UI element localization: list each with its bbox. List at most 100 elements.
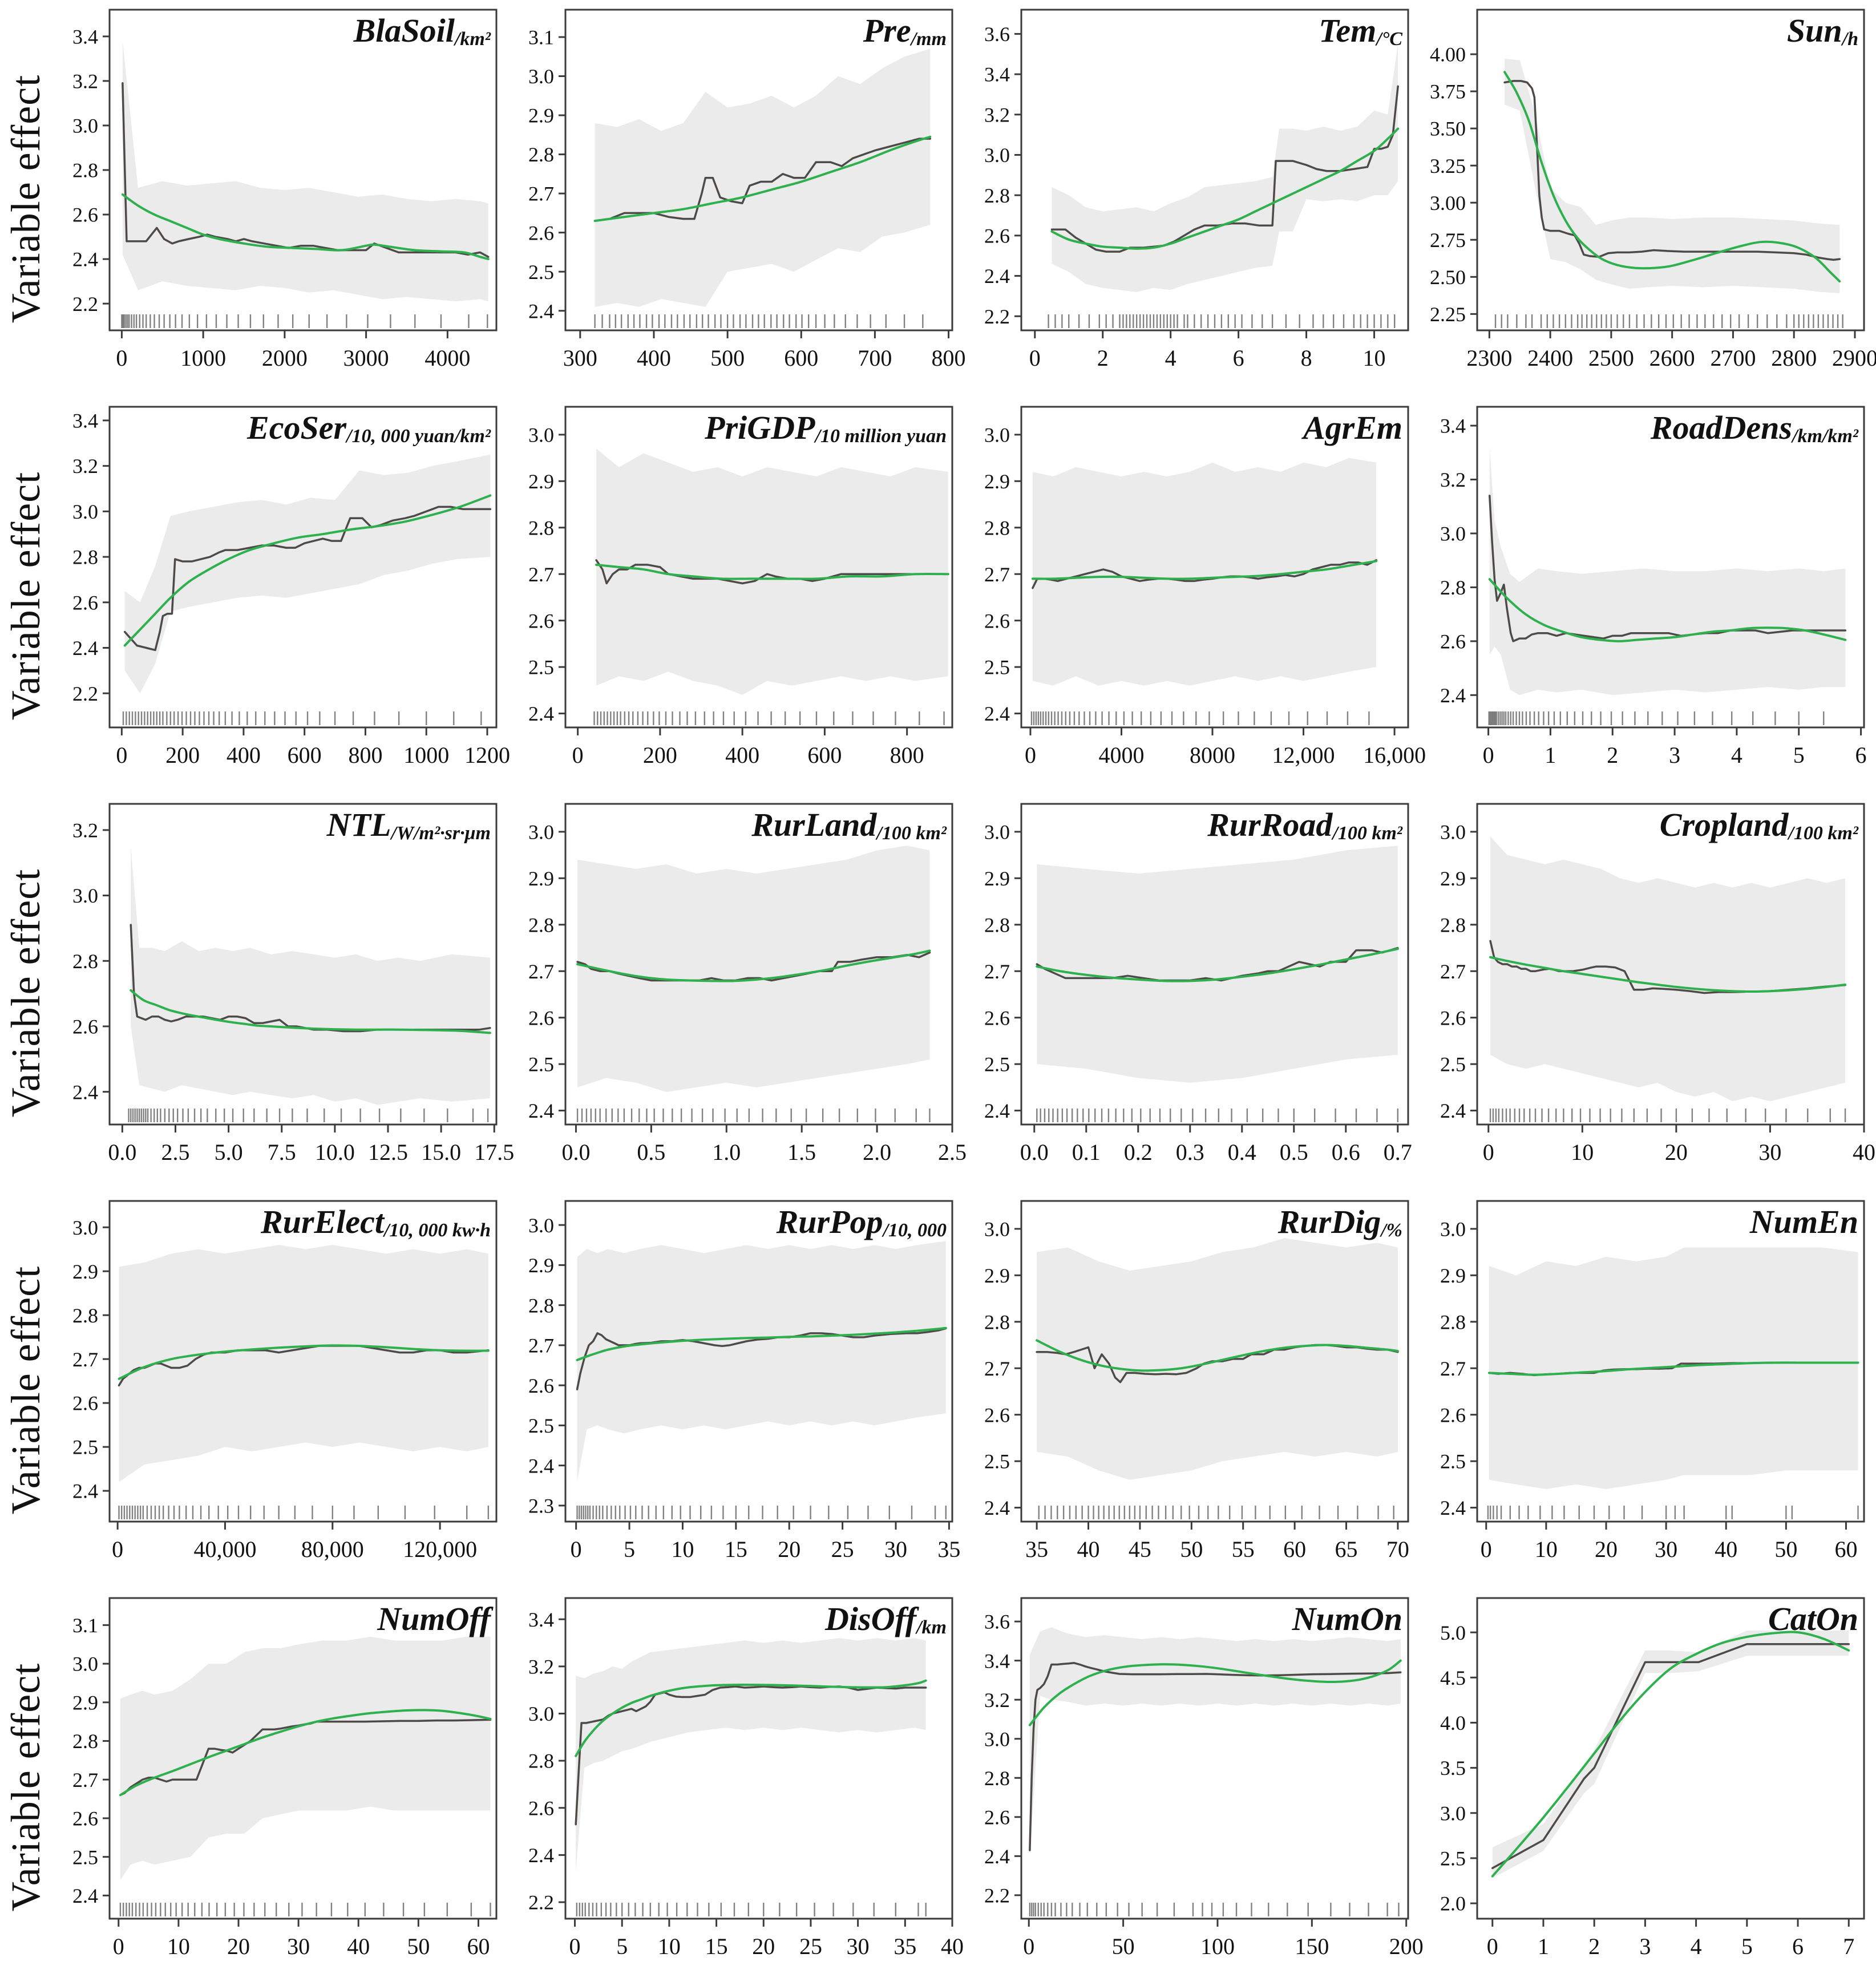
svg-text:2.6: 2.6 — [1440, 630, 1466, 653]
observed-line — [1029, 1662, 1402, 1851]
svg-text:30: 30 — [1655, 1536, 1677, 1562]
svg-text:30: 30 — [1758, 1139, 1781, 1165]
svg-text:2.4: 2.4 — [984, 1099, 1010, 1122]
x-axis-ticks: 0 200 400 600 800 — [572, 727, 924, 768]
svg-text:15: 15 — [725, 1536, 747, 1562]
svg-text:4.0: 4.0 — [1440, 1712, 1466, 1734]
svg-text:0.1: 0.1 — [1072, 1139, 1101, 1165]
confidence-band — [119, 1244, 488, 1482]
chart-svg-numoff: 2.4 2.5 2.6 2.7 2.8 2.9 3.0 3.1 0 10 20 30 40 50 60 Num… — [72, 1597, 498, 1959]
svg-text:0.7: 0.7 — [1384, 1139, 1412, 1165]
panel-title: RurPop/10, 000 — [776, 1203, 947, 1241]
svg-text:60: 60 — [1834, 1536, 1857, 1562]
rug-marks — [593, 711, 945, 725]
svg-text:3.0: 3.0 — [1440, 1802, 1466, 1825]
rug-marks — [119, 1903, 491, 1916]
svg-text:50: 50 — [1112, 1934, 1135, 1959]
svg-text:2.4: 2.4 — [1440, 1099, 1466, 1122]
smoothed-line — [1031, 560, 1378, 580]
svg-text:2.8: 2.8 — [984, 1767, 1010, 1790]
svg-text:100: 100 — [1200, 1934, 1235, 1959]
svg-text:2.2: 2.2 — [984, 1884, 1010, 1907]
x-axis-ticks: 0.0 2.5 5.0 7.5 10.0 12.5 15.0 17.5 — [108, 1125, 514, 1165]
plot-border — [1020, 1597, 1409, 1920]
svg-text:3.0: 3.0 — [984, 144, 1010, 167]
svg-text:2.0: 2.0 — [863, 1139, 891, 1165]
svg-text:40: 40 — [1853, 1139, 1875, 1165]
chart-svg-blasoil: 2.2 2.4 2.6 2.8 3.0 3.2 3.4 0 1000 2000 3000 4000 Bl… — [72, 9, 498, 371]
svg-text:2.6: 2.6 — [528, 221, 554, 244]
y-axis-ticks: 2.4 2.5 2.6 2.7 2.8 2.9 3.0 — [1440, 820, 1477, 1122]
smoothed-line — [130, 989, 491, 1034]
smoothed-line — [121, 193, 490, 261]
x-axis-ticks: 0 40,000 80,000 120,000 — [112, 1522, 477, 1562]
x-axis-ticks: 0 1000 2000 3000 4000 — [116, 330, 470, 371]
chart-svg-numen: 2.4 2.5 2.6 2.7 2.8 2.9 3.0 0 10 20 30 40 50 60 NumEn — [1440, 1200, 1865, 1562]
rug-marks — [122, 711, 482, 725]
svg-text:2600: 2600 — [1649, 345, 1695, 371]
svg-text:5: 5 — [1793, 742, 1805, 768]
chart-svg-disoff: 2.2 2.4 2.6 2.8 3.0 3.2 3.4 0 5 10 15 20 25 30 35 40 Dis… — [528, 1597, 964, 1959]
svg-text:8: 8 — [1301, 345, 1312, 371]
svg-text:3.4: 3.4 — [72, 410, 98, 432]
chart-svg-rurdig: 2.4 2.5 2.6 2.7 2.8 2.9 3.0 35 40 45 50 55 60 65 70 Rur… — [984, 1200, 1409, 1562]
svg-text:3.0: 3.0 — [72, 115, 98, 137]
svg-text:2.5: 2.5 — [1440, 1053, 1466, 1076]
panel-rurland: 2.4 2.5 2.6 2.7 2.8 2.9 3.0 0.0 0.5 1.0 1.5 2.0 2.5 R… — [508, 794, 967, 1191]
chart-svg-rurelect: 2.4 2.5 2.6 2.7 2.8 2.9 3.0 0 40,000 80,000 120,00… — [72, 1200, 498, 1562]
svg-text:2.5: 2.5 — [528, 656, 554, 679]
y-axis-ticks: 2.4 2.5 2.6 2.7 2.8 2.9 3.0 — [528, 820, 565, 1122]
svg-text:2.7: 2.7 — [528, 563, 554, 586]
svg-text:40: 40 — [347, 1934, 370, 1959]
y-axis-label-row2: Variable effect — [0, 397, 52, 794]
y-axis-label-text: Variable effect — [3, 74, 49, 323]
svg-text:3.0: 3.0 — [528, 820, 554, 843]
confidence-band — [124, 454, 491, 694]
svg-text:20: 20 — [1665, 1139, 1688, 1165]
svg-text:1.5: 1.5 — [787, 1139, 816, 1165]
svg-text:2.7: 2.7 — [984, 960, 1010, 983]
y-axis-ticks: 2.2 2.4 2.6 2.8 3.0 3.2 3.4 3.6 — [984, 1611, 1021, 1907]
rug-marks — [128, 1109, 489, 1122]
y-axis-ticks: 2.4 2.5 2.6 2.7 2.8 2.9 3.0 3.1 — [528, 26, 565, 322]
observed-line — [1032, 559, 1377, 589]
svg-text:2.8: 2.8 — [528, 516, 554, 539]
panel-title: RurElect/10, 000 kw·h — [260, 1203, 491, 1241]
svg-text:15.0: 15.0 — [421, 1139, 461, 1165]
svg-text:10: 10 — [1363, 345, 1386, 371]
svg-text:10.0: 10.0 — [315, 1139, 355, 1165]
panel-numon: 2.2 2.4 2.6 2.8 3.0 3.2 3.4 3.6 0 50 100 150 200 NumO… — [964, 1588, 1424, 1985]
svg-text:2.7: 2.7 — [528, 1334, 554, 1357]
svg-text:0: 0 — [1481, 1536, 1492, 1562]
plot-border — [1020, 406, 1409, 729]
svg-text:30: 30 — [884, 1536, 907, 1562]
x-axis-ticks: 0 2 4 6 8 10 — [1029, 330, 1386, 371]
smoothed-line — [575, 1679, 927, 1757]
svg-text:2.7: 2.7 — [984, 1357, 1010, 1380]
svg-text:2.50: 2.50 — [1430, 266, 1466, 289]
svg-text:2.6: 2.6 — [72, 204, 98, 226]
svg-text:50: 50 — [407, 1934, 430, 1959]
svg-text:200: 200 — [1389, 1934, 1424, 1959]
confidence-band — [1492, 1630, 1849, 1878]
svg-text:2.6: 2.6 — [528, 1006, 554, 1029]
panel-title: RurLand/100 km² — [751, 806, 947, 844]
confidence-band — [1490, 836, 1846, 1102]
svg-text:40: 40 — [941, 1934, 964, 1959]
panel-title: RurRoad/100 km² — [1207, 806, 1403, 844]
svg-text:3.0: 3.0 — [984, 423, 1010, 446]
svg-text:16,000: 16,000 — [1363, 742, 1426, 768]
panel-rurelect: 2.4 2.5 2.6 2.7 2.8 2.9 3.0 0 40,000 80,000 120,00… — [52, 1191, 508, 1588]
svg-text:40,000: 40,000 — [193, 1536, 256, 1562]
panel-roaddens: 2.4 2.6 2.8 3.0 3.2 3.4 0 1 2 3 4 5 6 RoadDens/km/km² — [1420, 397, 1876, 794]
x-axis-ticks: 0 1 2 3 4 5 6 — [1483, 727, 1867, 768]
svg-text:4: 4 — [1165, 345, 1176, 371]
svg-text:3.1: 3.1 — [528, 26, 554, 49]
svg-text:0: 0 — [116, 345, 127, 371]
svg-text:2.8: 2.8 — [984, 184, 1010, 207]
svg-text:0.5: 0.5 — [637, 1139, 665, 1165]
svg-text:0: 0 — [1483, 742, 1494, 768]
svg-text:2.8: 2.8 — [528, 1750, 554, 1773]
panel-sun: 2.25 2.50 2.75 3.00 3.25 3.50 3.75 4.00 2300 2400… — [1420, 0, 1876, 397]
svg-text:2.75: 2.75 — [1430, 229, 1466, 252]
